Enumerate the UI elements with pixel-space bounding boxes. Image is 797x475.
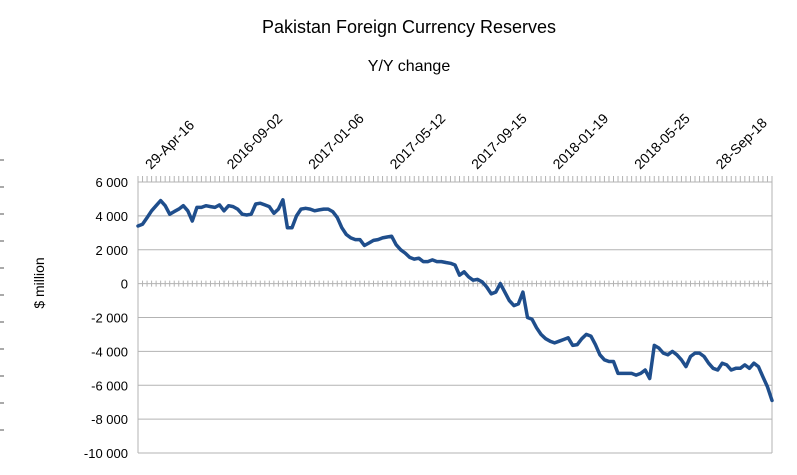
series-group — [136, 198, 774, 403]
x-minor-ticks — [137, 176, 773, 287]
y-tick-label: 0 — [121, 277, 128, 292]
y-tick-label: 6 000 — [95, 175, 128, 190]
x-tick-label: 2018-05-25 — [631, 110, 693, 172]
x-tick-label: 29-Apr-16 — [142, 117, 197, 172]
y-tick-label: 4 000 — [95, 209, 128, 224]
y-axis-label: $ million — [31, 257, 47, 308]
x-tick-label: 2018-01-19 — [549, 110, 611, 172]
y-tick-label: -2 000 — [91, 311, 128, 326]
gridlines — [138, 181, 772, 454]
y-tick-label: 2 000 — [95, 243, 128, 258]
x-tick-label: 2016-09-02 — [223, 110, 285, 172]
chart-subtitle: Y/Y change — [368, 58, 451, 75]
y-tick-label: -10 000 — [84, 446, 128, 461]
x-tick-labels: 29-Apr-16 2016-09-02 2017-01-06 2017-05-12 2… — [142, 110, 770, 172]
chart-title: Pakistan Foreign Currency Reserves — [262, 17, 556, 37]
x-tick-label: 2017-01-06 — [305, 110, 367, 172]
x-tick-label: 2017-05-12 — [386, 110, 448, 172]
y-tick-label: -6 000 — [91, 378, 128, 393]
y-tick-label: -8 000 — [91, 412, 128, 427]
left-edge-marks — [0, 159, 4, 431]
series-line-0 — [136, 198, 774, 403]
y-tick-labels: 6 000 4 000 2 000 0 -2 000 -4 000 -6 000 -8 000… — [84, 175, 128, 461]
x-tick-label: 2017-09-15 — [468, 110, 530, 172]
x-tick-label: 28-Sep-18 — [712, 114, 770, 172]
y-tick-label: -4 000 — [91, 344, 128, 359]
